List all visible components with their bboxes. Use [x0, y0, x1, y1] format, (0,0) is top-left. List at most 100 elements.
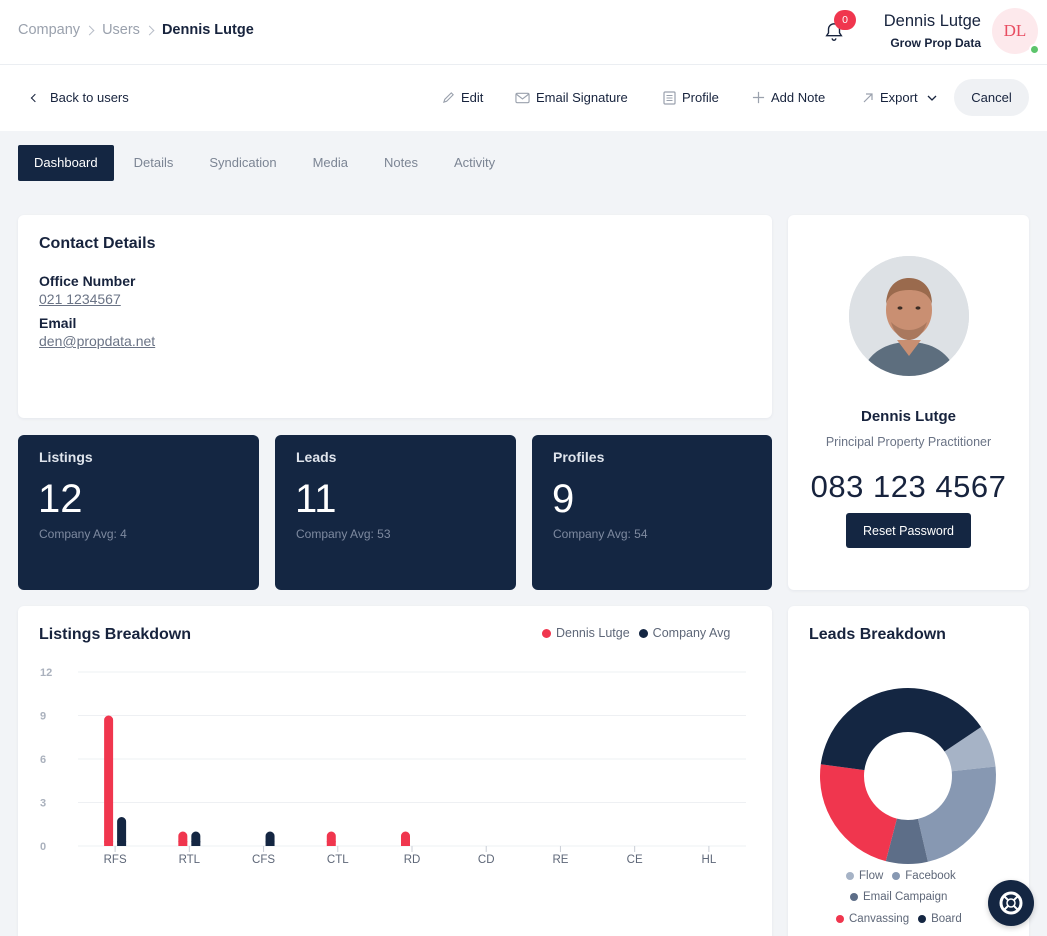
- x-tick-label: RD: [404, 854, 421, 866]
- add-note-label: Add Note: [771, 90, 826, 105]
- stat-company-avg: Company Avg: 4: [39, 527, 127, 541]
- bar-base: [401, 841, 410, 846]
- donut-slice[interactable]: [944, 726, 996, 772]
- legend-item[interactable]: Board: [918, 913, 962, 925]
- leads-legend-row-3: Canvassing Board: [836, 913, 971, 925]
- x-tick-label: CFS: [252, 854, 275, 866]
- back-to-users-link[interactable]: Back to users: [30, 90, 129, 105]
- listings-bar-chart: 0 3 6 9 12 RFS RTL CFS CTL RD CD RE CE HL: [40, 667, 746, 866]
- office-number-label: Office Number: [39, 273, 136, 289]
- email-link[interactable]: den@propdata.net: [39, 333, 156, 349]
- chevron-right-icon: [84, 25, 95, 35]
- bar-base: [191, 841, 201, 846]
- legend-dot: [892, 872, 901, 880]
- x-tick-label: CD: [478, 854, 495, 866]
- pencil-icon: [442, 92, 454, 104]
- legend-label: Dennis Lutge: [556, 626, 630, 640]
- legend-dot: [846, 872, 854, 880]
- legend-item[interactable]: Canvassing: [836, 913, 909, 925]
- bar-base: [117, 841, 127, 846]
- avatar[interactable]: DL: [992, 8, 1038, 54]
- export-label: Export: [880, 90, 918, 105]
- x-tick-label: HL: [702, 854, 717, 866]
- stat-company-avg: Company Avg: 53: [296, 527, 391, 541]
- tab-syndication[interactable]: Syndication: [209, 155, 277, 170]
- stat-label: Leads: [296, 449, 337, 465]
- y-tick-label: 9: [40, 711, 46, 723]
- document-icon: [663, 90, 676, 105]
- y-tick-label: 3: [40, 798, 46, 810]
- leads-legend-row-1: Flow Facebook: [846, 870, 965, 882]
- legend-dot: [638, 628, 648, 638]
- email-signature-button[interactable]: Email Signature: [515, 90, 628, 105]
- y-tick-label: 0: [40, 841, 46, 853]
- bar-base: [265, 841, 275, 846]
- office-number-link[interactable]: 021 1234567: [39, 291, 121, 307]
- tab-dashboard[interactable]: Dashboard: [18, 145, 114, 181]
- tab-details[interactable]: Details: [133, 155, 174, 170]
- x-tick-label: RTL: [179, 854, 201, 866]
- tab-bar: Dashboard Details Syndication Media Note…: [18, 145, 515, 181]
- listings-breakdown-card: Listings Breakdown Dennis Lutge Company …: [18, 606, 772, 936]
- top-bar: Company Users Dennis Lutge 0 Dennis Lutg…: [0, 0, 1047, 65]
- action-bar: Back to users Edit Email Signature Profi…: [0, 65, 1047, 131]
- stat-label: Listings: [39, 449, 93, 465]
- legend-label: Canvassing: [849, 913, 910, 925]
- add-note-button[interactable]: Add Note: [752, 90, 825, 105]
- legend-item[interactable]: Flow: [846, 870, 883, 882]
- stat-value: 9: [552, 477, 575, 521]
- donut-slice[interactable]: [917, 766, 996, 862]
- notification-badge: 0: [834, 10, 856, 30]
- back-label: Back to users: [50, 90, 129, 105]
- profile-phone: 083 123 4567: [810, 469, 1007, 504]
- legend-item[interactable]: Company Avg: [638, 626, 731, 640]
- tab-media[interactable]: Media: [312, 155, 348, 170]
- breadcrumb-users[interactable]: Users: [102, 22, 140, 38]
- x-tick-label: CE: [627, 854, 643, 866]
- bar[interactable]: [117, 817, 127, 846]
- legend-dot: [850, 893, 858, 901]
- legend-label: Board: [931, 913, 962, 925]
- y-tick-label: 12: [40, 667, 52, 679]
- plus-icon: [752, 91, 765, 104]
- contact-details-card: Contact Details Office Number 021 123456…: [18, 215, 772, 418]
- bar-base: [104, 841, 114, 846]
- breadcrumb-company[interactable]: Company: [18, 22, 81, 38]
- legend-dot: [836, 915, 844, 923]
- legend-label: Company Avg: [652, 626, 731, 640]
- legend-dot: [918, 915, 927, 923]
- bar[interactable]: [104, 715, 114, 847]
- bar-base: [326, 841, 336, 846]
- profile-button[interactable]: Profile: [663, 90, 719, 105]
- email-label: Email: [39, 315, 77, 331]
- donut-slice[interactable]: [820, 764, 897, 862]
- edit-button[interactable]: Edit: [442, 90, 483, 105]
- profiles-stat-card: Profiles 9 Company Avg: 54: [532, 435, 772, 590]
- user-name[interactable]: Dennis Lutge: [883, 12, 981, 30]
- leads-stat-card: Leads 11 Company Avg: 53: [275, 435, 516, 590]
- export-button[interactable]: Export: [862, 90, 938, 105]
- tab-notes[interactable]: Notes: [384, 155, 418, 170]
- profile-photo: [849, 256, 969, 376]
- stat-value: 12: [38, 477, 83, 521]
- profile-role: Principal Property Practitioner: [825, 435, 992, 449]
- legend-item[interactable]: Dennis Lutge: [542, 626, 630, 640]
- listings-breakdown-title: Listings Breakdown: [39, 626, 192, 643]
- reset-password-button[interactable]: Reset Password: [846, 513, 971, 548]
- online-status-dot: [1029, 44, 1040, 55]
- legend-item[interactable]: Facebook: [892, 870, 956, 882]
- help-chat-button[interactable]: [988, 880, 1034, 926]
- legend-label: Email Campaign: [863, 891, 948, 903]
- chevron-left-icon: [30, 93, 40, 102]
- stat-label: Profiles: [553, 449, 605, 465]
- donut-slice[interactable]: [885, 818, 928, 864]
- edit-label: Edit: [461, 90, 484, 105]
- leads-breakdown-title: Leads Breakdown: [809, 626, 946, 643]
- legend-item[interactable]: Email Campaign: [850, 891, 947, 903]
- tab-activity[interactable]: Activity: [453, 155, 496, 170]
- cancel-button[interactable]: Cancel: [954, 79, 1029, 116]
- y-tick-label: 6: [40, 754, 46, 766]
- breadcrumb: Company Users Dennis Lutge: [18, 22, 254, 38]
- donut-slice[interactable]: [820, 688, 982, 771]
- leads-donut-chart: [820, 688, 996, 864]
